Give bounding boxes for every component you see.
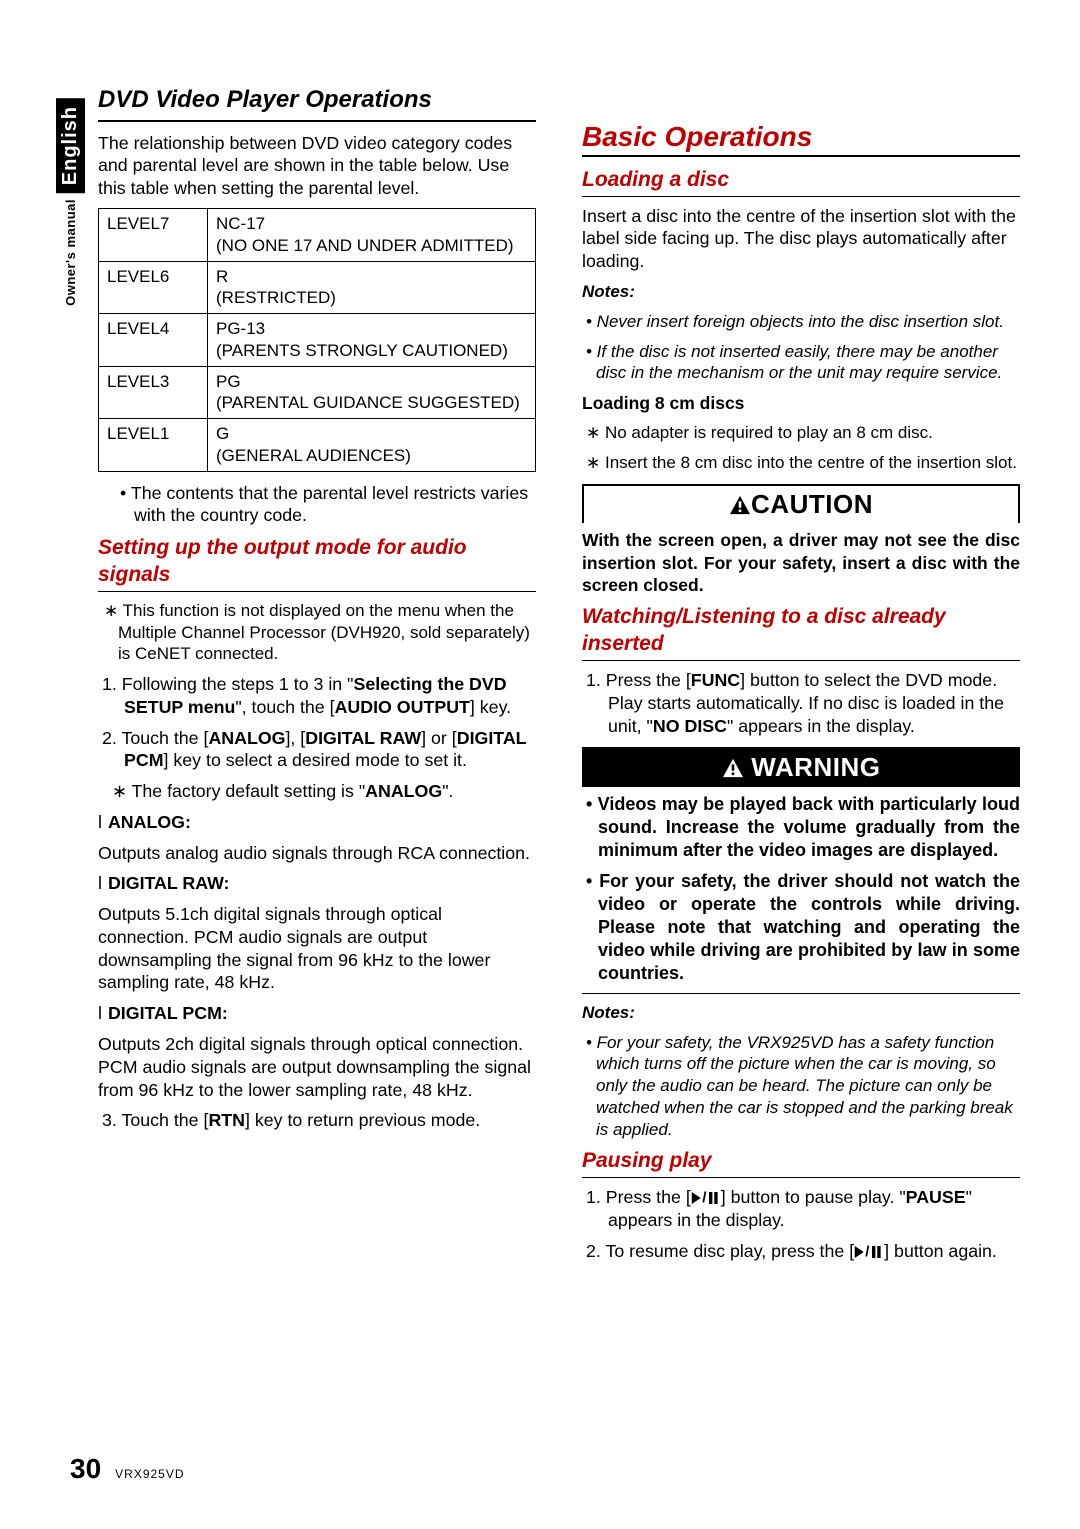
pause-step-1: 1. Press the [/] button to pause play. "… (582, 1186, 1020, 1232)
sub-rule (582, 660, 1020, 661)
notes-heading: Notes: (582, 281, 1020, 303)
basic-operations-heading: Basic Operations (582, 119, 1020, 155)
loading-disc-heading: Loading a disc (582, 167, 1020, 194)
svg-text:/: / (865, 1245, 870, 1259)
digital-raw-label: lDIGITAL RAW: (98, 872, 536, 895)
watch-step-1: 1. Press the [FUNC] button to select the… (582, 669, 1020, 737)
loading-8cm-heading: Loading 8 cm discs (582, 392, 1020, 414)
audio-star-note: ∗ This function is not displayed on the … (98, 600, 536, 665)
digital-pcm-desc: Outputs 2ch digital signals through opti… (98, 1033, 536, 1101)
level-cell: LEVEL7 (99, 209, 208, 262)
level-cell: LEVEL1 (99, 419, 208, 472)
language-tab: English (56, 98, 85, 193)
level-desc-cell: G(GENERAL AUDIENCES) (208, 419, 536, 472)
caution-box: CAUTION (582, 484, 1020, 523)
page-footer: 30 VRX925VD (70, 1453, 185, 1485)
level-cell: LEVEL6 (99, 261, 208, 314)
page-number: 30 (70, 1453, 101, 1485)
notes-heading: Notes: (582, 1002, 1020, 1024)
section-rule (582, 155, 1020, 157)
alert-icon (722, 758, 744, 778)
watching-heading: Watching/Listening to a disc already ins… (582, 604, 1020, 658)
load8-note-2: ∗ Insert the 8 cm disc into the centre o… (582, 452, 1020, 474)
play-pause-icon: / (691, 1191, 721, 1205)
alert-icon (729, 495, 751, 515)
digital-pcm-label: lDIGITAL PCM: (98, 1002, 536, 1025)
sub-rule (582, 196, 1020, 197)
warning-bullet-1: • Videos may be played back with particu… (582, 793, 1020, 862)
table-row: LEVEL7 NC-17(NO ONE 17 AND UNDER ADMITTE… (99, 209, 536, 262)
pause-step-2: 2. To resume disc play, press the [/] bu… (582, 1240, 1020, 1263)
load8-note-1: ∗ No adapter is required to play an 8 cm… (582, 422, 1020, 444)
svg-text:/: / (702, 1191, 707, 1205)
safety-note: • For your safety, the VRX925VD has a sa… (582, 1032, 1020, 1141)
rule (582, 993, 1020, 994)
step-1: 1. Following the steps 1 to 3 in "Select… (98, 673, 536, 719)
analog-label: lANALOG: (98, 811, 536, 834)
model-number: VRX925VD (115, 1467, 184, 1481)
level-desc-cell: PG-13(PARENTS STRONGLY CAUTIONED) (208, 314, 536, 367)
audio-output-heading: Setting up the output mode for audio sig… (98, 535, 536, 589)
table-row: LEVEL3 PG(PARENTAL GUIDANCE SUGGESTED) (99, 366, 536, 419)
play-pause-icon: / (854, 1245, 884, 1259)
loading-disc-desc: Insert a disc into the centre of the ins… (582, 205, 1020, 273)
step-2: 2. Touch the [ANALOG], [DIGITAL RAW] or … (98, 727, 536, 773)
pausing-heading: Pausing play (582, 1148, 1020, 1175)
level-desc-cell: NC-17(NO ONE 17 AND UNDER ADMITTED) (208, 209, 536, 262)
level-desc-cell: R(RESTRICTED) (208, 261, 536, 314)
step-2-sub: ∗ The factory default setting is "ANALOG… (98, 780, 536, 803)
page-header: DVD Video Player Operations (98, 85, 536, 116)
warning-box: WARNING (582, 747, 1020, 786)
level-desc-cell: PG(PARENTAL GUIDANCE SUGGESTED) (208, 366, 536, 419)
warning-heading: WARNING (584, 749, 1018, 786)
level-cell: LEVEL3 (99, 366, 208, 419)
parental-level-table: LEVEL7 NC-17(NO ONE 17 AND UNDER ADMITTE… (98, 208, 536, 472)
manual-page: English Owner's manual DVD Video Player … (0, 0, 1080, 1529)
left-column: DVD Video Player Operations The relation… (98, 85, 536, 1271)
table-row: LEVEL6 R(RESTRICTED) (99, 261, 536, 314)
load-note-1: • Never insert foreign objects into the … (582, 311, 1020, 333)
owners-manual-label: Owner's manual (63, 199, 78, 306)
caution-text: With the screen open, a driver may not s… (582, 529, 1020, 596)
intro-text: The relationship between DVD video categ… (98, 132, 536, 200)
side-tab: English Owner's manual (56, 98, 84, 306)
sub-rule (582, 1177, 1020, 1178)
level-cell: LEVEL4 (99, 314, 208, 367)
analog-desc: Outputs analog audio signals through RCA… (98, 842, 536, 865)
warning-bullet-2: • For your safety, the driver should not… (582, 870, 1020, 985)
sub-rule (98, 591, 536, 592)
caution-heading: CAUTION (584, 486, 1018, 523)
header-rule (98, 120, 536, 122)
table-row: LEVEL4 PG-13(PARENTS STRONGLY CAUTIONED) (99, 314, 536, 367)
step-3: 3. Touch the [RTN] key to return previou… (98, 1109, 536, 1132)
right-column: Basic Operations Loading a disc Insert a… (582, 85, 1020, 1271)
table-row: LEVEL1 G(GENERAL AUDIENCES) (99, 419, 536, 472)
digital-raw-desc: Outputs 5.1ch digital signals through op… (98, 903, 536, 994)
level-note: • The contents that the parental level r… (98, 482, 536, 528)
load-note-2: • If the disc is not inserted easily, th… (582, 341, 1020, 385)
